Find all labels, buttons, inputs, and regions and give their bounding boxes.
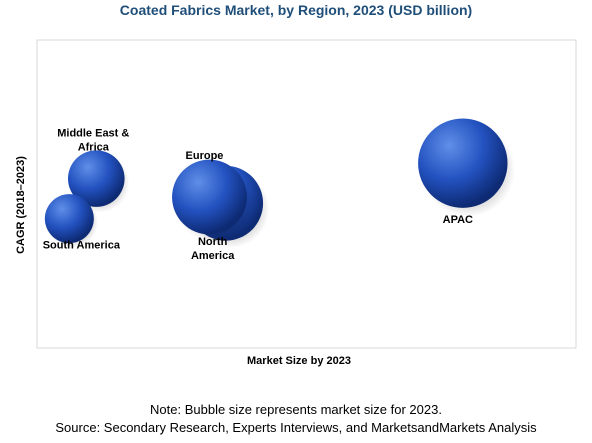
label-north-america: North America [191, 236, 235, 262]
bubbles-layer [44, 118, 516, 249]
labels-layer: Middle East & Africa South America North Ame… [43, 128, 473, 263]
chart-note: Note: Bubble size represents market size… [150, 402, 442, 417]
bubble-europe [172, 159, 247, 235]
label-south-america: South America [43, 240, 121, 252]
label-apac: APAC [443, 214, 473, 226]
y-axis-label: CAGR (2018–2023) [15, 156, 27, 254]
bubble-apac [418, 118, 508, 208]
x-axis-label: Market Size by 2023 [247, 355, 351, 367]
bubble-south-america [44, 194, 94, 244]
chart-title: Coated Fabrics Market, by Region, 2023 (… [119, 2, 473, 18]
bubble-middle-east-africa [68, 150, 125, 207]
label-middle-east-africa: Middle East & Africa [57, 128, 129, 154]
chart-source: Source: Secondary Research, Experts Inte… [55, 420, 537, 435]
label-europe: Europe [186, 150, 224, 162]
bubble-chart: Middle East & Africa South America North Ame… [15, 39, 577, 367]
